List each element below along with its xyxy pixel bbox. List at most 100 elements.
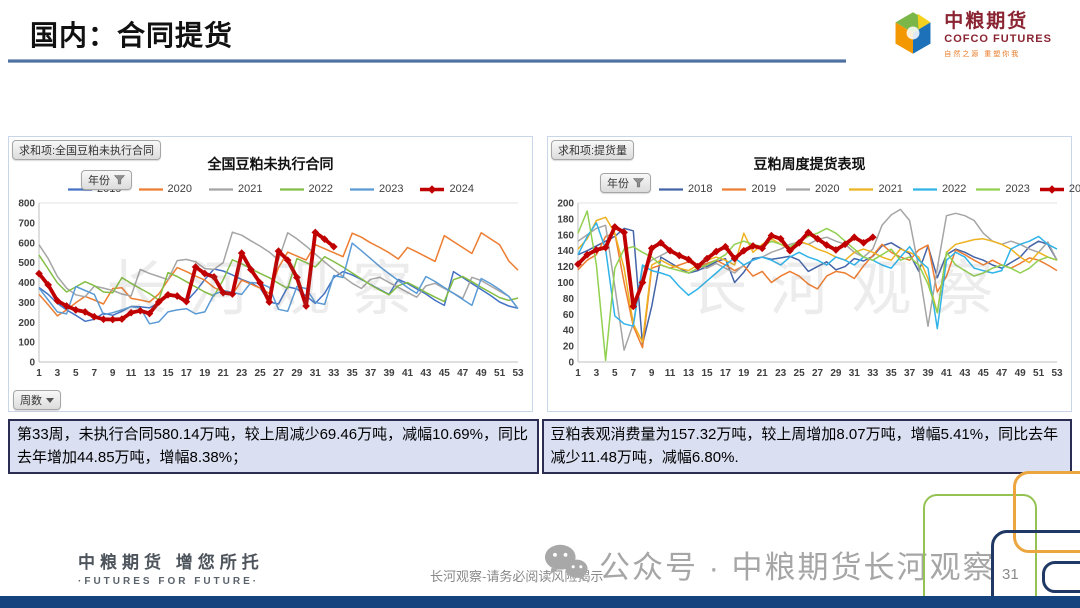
title-divider bbox=[8, 59, 846, 63]
svg-text:53: 53 bbox=[512, 368, 524, 379]
svg-text:35: 35 bbox=[347, 368, 359, 379]
svg-text:11: 11 bbox=[665, 368, 676, 379]
svg-text:700: 700 bbox=[18, 218, 35, 229]
svg-text:51: 51 bbox=[494, 368, 506, 379]
filter-funnel-icon bbox=[633, 178, 644, 188]
decor-navy-pill bbox=[1042, 561, 1080, 593]
legend-item-2018: 2018 bbox=[658, 183, 712, 195]
legend-line-sample bbox=[209, 187, 234, 191]
footer-brand: 中粮期货 增您所托 ·FUTURES FOR FUTURE· bbox=[78, 548, 264, 587]
svg-text:31: 31 bbox=[849, 368, 861, 379]
decor-yellow-rounded-rect bbox=[1013, 471, 1080, 553]
unexecuted-contracts-panel: 求和项:全国豆粕未执行合同 全国豆粕未执行合同 年份 2019202020212… bbox=[8, 136, 533, 412]
svg-text:120: 120 bbox=[557, 262, 574, 273]
legend-item-2022: 2022 bbox=[912, 183, 966, 195]
logo-cn-name: 中粮期货 bbox=[944, 11, 1029, 33]
notes-row: 第33周，未执行合同580.14万吨，较上周减少69.46万吨，减幅10.69%… bbox=[8, 419, 1072, 474]
charts-row: 求和项:全国豆粕未执行合同 全国豆粕未执行合同 年份 2019202020212… bbox=[8, 136, 1080, 412]
svg-text:19: 19 bbox=[738, 368, 750, 379]
svg-text:25: 25 bbox=[794, 368, 806, 379]
svg-text:33: 33 bbox=[867, 368, 879, 379]
svg-text:39: 39 bbox=[922, 368, 934, 379]
svg-text:29: 29 bbox=[291, 368, 303, 379]
pivot-field-button[interactable]: 求和项:全国豆粕未执行合同 bbox=[12, 140, 162, 160]
legend-item-2022: 2022 bbox=[279, 183, 333, 195]
svg-text:51: 51 bbox=[1033, 368, 1045, 379]
svg-text:160: 160 bbox=[557, 230, 574, 241]
svg-text:23: 23 bbox=[236, 368, 248, 379]
pivot-field-button[interactable]: 求和项:提货量 bbox=[551, 140, 635, 160]
wechat-account-label: 公众号 · 中粮期货长河观察 bbox=[599, 550, 996, 585]
svg-text:60: 60 bbox=[563, 310, 575, 321]
svg-text:13: 13 bbox=[683, 368, 695, 379]
legend-item-2020: 2020 bbox=[785, 183, 839, 195]
legend-line-sample bbox=[659, 187, 683, 191]
page-title: 国内：合同提货 bbox=[30, 20, 234, 51]
svg-text:80: 80 bbox=[563, 294, 575, 305]
decor-navy-rounded-rect bbox=[991, 530, 1080, 608]
cofco-hexagon-icon bbox=[890, 10, 936, 61]
legend-line-sample bbox=[349, 187, 374, 191]
svg-text:7: 7 bbox=[631, 368, 637, 379]
svg-text:800: 800 bbox=[18, 199, 35, 210]
svg-text:100: 100 bbox=[18, 338, 35, 349]
filter-funnel-icon bbox=[114, 175, 125, 185]
chart-legend: 201920202021202220232024 bbox=[9, 183, 532, 195]
legend-item-2023: 2023 bbox=[975, 183, 1030, 195]
svg-text:7: 7 bbox=[92, 368, 98, 379]
svg-text:140: 140 bbox=[557, 246, 574, 257]
svg-text:45: 45 bbox=[978, 368, 990, 379]
legend-item-2023: 2023 bbox=[349, 183, 403, 195]
svg-text:17: 17 bbox=[181, 368, 193, 379]
legend-line-sample bbox=[420, 184, 445, 194]
year-filter-button[interactable]: 年份 bbox=[81, 170, 132, 190]
svg-text:49: 49 bbox=[476, 368, 488, 379]
svg-text:29: 29 bbox=[830, 368, 842, 379]
svg-text:9: 9 bbox=[649, 368, 655, 379]
svg-text:17: 17 bbox=[720, 368, 732, 379]
svg-text:40: 40 bbox=[563, 326, 575, 337]
svg-text:5: 5 bbox=[73, 368, 79, 379]
svg-text:0: 0 bbox=[29, 358, 35, 369]
svg-text:5: 5 bbox=[612, 368, 618, 379]
right-note: 豆粕表观消费量为157.32万吨，较上周增加8.07万吨，增幅5.41%，同比去… bbox=[541, 419, 1072, 474]
cofco-logo: 中粮期货 COFCO FUTURES 自然之源 重塑你我 bbox=[890, 10, 1052, 61]
logo-en-name: COFCO FUTURES bbox=[944, 33, 1052, 46]
bottom-bar bbox=[0, 596, 1080, 608]
svg-text:53: 53 bbox=[1051, 368, 1063, 379]
svg-text:15: 15 bbox=[162, 368, 174, 379]
legend-item-2021: 2021 bbox=[208, 183, 263, 195]
svg-text:43: 43 bbox=[420, 368, 432, 379]
svg-text:47: 47 bbox=[996, 368, 1008, 379]
legend-line-sample bbox=[279, 187, 304, 191]
svg-text:43: 43 bbox=[959, 368, 971, 379]
svg-text:500: 500 bbox=[18, 258, 35, 269]
footer-brand-en: ·FUTURES FOR FUTURE· bbox=[78, 576, 260, 587]
svg-text:23: 23 bbox=[775, 368, 787, 379]
chart-title: 豆粕周度提货表现 bbox=[753, 156, 866, 172]
svg-text:21: 21 bbox=[218, 368, 230, 379]
svg-text:19: 19 bbox=[199, 368, 211, 379]
svg-text:33: 33 bbox=[328, 368, 340, 379]
svg-text:37: 37 bbox=[365, 368, 377, 379]
svg-text:180: 180 bbox=[557, 214, 574, 225]
svg-text:20: 20 bbox=[563, 342, 575, 353]
wechat-icon bbox=[543, 542, 589, 587]
legend-line-sample bbox=[785, 187, 810, 191]
wechat-account-line: 公众号 · 中粮期货长河观察 bbox=[543, 542, 996, 587]
legend-item-2019: 2019 bbox=[721, 183, 776, 195]
left-note: 第33周，未执行合同580.14万吨，较上周减少69.46万吨，减幅10.69%… bbox=[8, 419, 539, 474]
legend-item-2020: 2020 bbox=[138, 183, 192, 195]
legend-line-sample bbox=[1039, 184, 1064, 194]
year-filter-button[interactable]: 年份 bbox=[600, 173, 651, 193]
svg-text:37: 37 bbox=[904, 368, 916, 379]
svg-text:600: 600 bbox=[18, 238, 35, 249]
legend-item-2024: 2024 bbox=[419, 183, 474, 195]
legend-line-sample bbox=[138, 187, 163, 191]
chart-title: 全国豆粕未执行合同 bbox=[207, 156, 334, 172]
week-axis-button[interactable]: 周数 bbox=[13, 390, 61, 410]
legend-line-sample bbox=[976, 187, 1001, 191]
